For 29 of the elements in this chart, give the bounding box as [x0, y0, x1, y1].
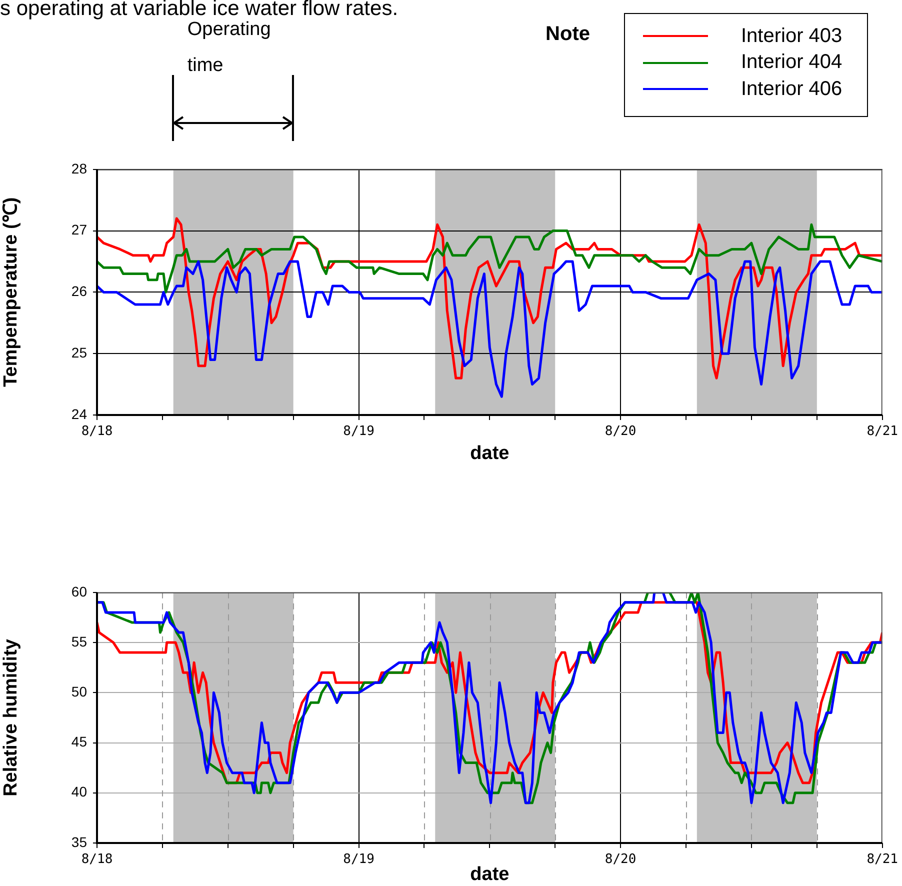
y-tick-label: 40: [71, 784, 88, 800]
y-tick-label: 26: [71, 283, 88, 300]
legend-title: Note: [546, 23, 590, 46]
x-tick-label: 8/19: [343, 424, 374, 440]
legend-label: Interior 403: [741, 24, 842, 48]
y-axis-title: Relative humidity: [0, 638, 22, 796]
x-tick-label: 8/20: [604, 424, 636, 440]
x-tick-label: 8/21: [866, 424, 898, 440]
x-tick-label: 8/19: [343, 852, 374, 868]
x-tick-label: 8/20: [604, 852, 636, 868]
x-tick-label: 8/21: [866, 852, 898, 868]
y-tick-label: 55: [71, 633, 88, 650]
y-tick-label: 45: [71, 734, 88, 750]
legend-label: Interior 406: [741, 78, 842, 101]
x-tick-label: 8/18: [81, 424, 113, 440]
y-tick-label: 60: [71, 583, 88, 600]
y-axis-title: Tempemperature (℃): [0, 197, 22, 388]
x-axis-title: date: [470, 864, 510, 885]
y-tick-label: 25: [71, 344, 88, 360]
y-tick-label: 35: [71, 834, 88, 850]
text: Operating time: [187, 18, 272, 78]
y-tick-label: 28: [71, 160, 88, 176]
x-axis-title: date: [470, 442, 510, 464]
y-tick-label: 50: [71, 684, 88, 700]
legend-label: Interior 404: [741, 51, 842, 74]
y-tick-label: 27: [71, 222, 88, 238]
chart-title: s operating at variable ice water flow rates.: [0, 0, 398, 21]
x-tick-label: 8/18: [81, 852, 113, 868]
y-tick-label: 24: [71, 406, 88, 422]
